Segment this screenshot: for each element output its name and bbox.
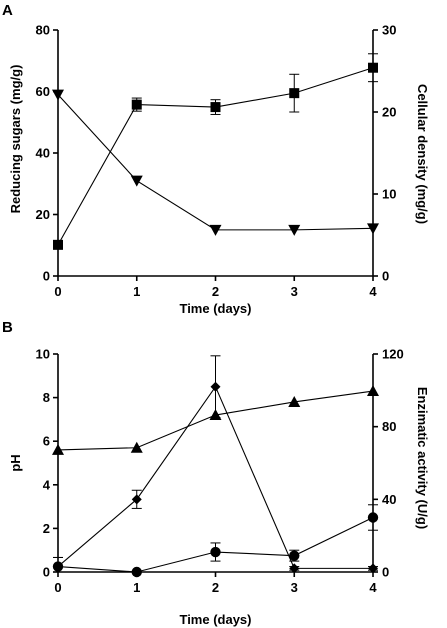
y-tick-label-right-a: 20 [382, 105, 396, 120]
y-tick-label-left-a: 60 [36, 84, 50, 99]
data-point-b-diamond [210, 381, 221, 392]
x-tick-label-b: 3 [291, 580, 298, 595]
data-point-b-triangle-up [367, 385, 379, 397]
data-point-a-square [289, 88, 300, 99]
data-point-a-square [53, 239, 63, 250]
y-tick-label-left-a: 20 [36, 207, 50, 222]
y-tick-label-left-b: 4 [43, 477, 51, 492]
data-point-a-triangle-down [209, 224, 222, 236]
y-tick-label-right-b: 80 [382, 419, 396, 434]
data-point-a-square [368, 62, 378, 73]
y-axis-title-left-b: pH [8, 454, 23, 471]
data-point-a-triangle-down [52, 89, 64, 101]
data-point-b-triangle-up [288, 395, 301, 407]
x-tick-label-b: 0 [54, 580, 61, 595]
y-axis-title-right-a: Cellular density (mg/g) [415, 84, 430, 224]
x-tick-label-b: 4 [369, 580, 377, 595]
y-tick-label-left-b: 6 [43, 434, 50, 449]
y-tick-label-left-a: 0 [43, 269, 50, 284]
panel-letter-b: B [2, 319, 13, 336]
y-tick-label-right-b: 0 [382, 565, 389, 580]
data-point-b-circle [210, 546, 221, 558]
y-tick-label-left-b: 2 [43, 521, 50, 536]
chart-panel-b: Time (days) pH Enzimatic activity (U/g) … [8, 347, 430, 628]
y-tick-label-left-a: 80 [36, 23, 50, 38]
x-tick-label-a: 3 [291, 284, 298, 299]
y-tick-label-right-a: 0 [382, 269, 389, 284]
data-point-a-triangle-down [367, 223, 379, 235]
y-tick-label-left-b: 0 [43, 565, 50, 580]
x-tick-label-a: 4 [369, 284, 377, 299]
x-tick-label-b: 2 [212, 580, 219, 595]
y-tick-label-right-a: 30 [382, 23, 396, 38]
data-point-a-triangle-down [130, 175, 143, 187]
y-axis-title-left-a: Reducing sugars (mg/g) [8, 65, 23, 214]
panel-letter-a: A [2, 2, 13, 19]
x-tick-label-b: 1 [133, 580, 140, 595]
data-point-a-triangle-down [288, 224, 301, 236]
data-point-b-diamond [131, 494, 142, 505]
data-point-b-triangle-up [52, 443, 64, 455]
data-point-b-circle [367, 512, 379, 523]
y-axis-title-right-b: Enzimatic activity (U/g) [415, 387, 430, 529]
data-point-b-circle [131, 566, 142, 578]
data-point-a-square [131, 99, 142, 110]
data-point-b-triangle-up [130, 441, 143, 453]
x-tick-label-a: 2 [212, 284, 219, 299]
x-tick-label-a: 0 [54, 284, 61, 299]
y-tick-label-left-b: 8 [43, 390, 50, 405]
data-point-b-circle [289, 550, 300, 561]
data-point-b-diamond [289, 563, 300, 574]
x-axis-title-b: Time (days) [179, 612, 251, 627]
x-axis-title-a: Time (days) [179, 301, 251, 316]
series-line-a-square [57, 67, 374, 246]
y-tick-label-left-a: 40 [36, 146, 50, 161]
data-point-b-diamond [368, 563, 378, 574]
data-point-a-square [210, 102, 221, 113]
chart-panel-a: Time (days) Reducing sugars (mg/g) Cellu… [8, 23, 430, 317]
y-tick-label-left-b: 10 [36, 347, 50, 362]
x-tick-label-a: 1 [133, 284, 140, 299]
y-tick-label-right-a: 10 [382, 187, 396, 202]
data-point-b-circle [52, 561, 64, 572]
y-tick-label-right-b: 40 [382, 492, 396, 507]
y-tick-label-right-b: 120 [382, 347, 404, 362]
